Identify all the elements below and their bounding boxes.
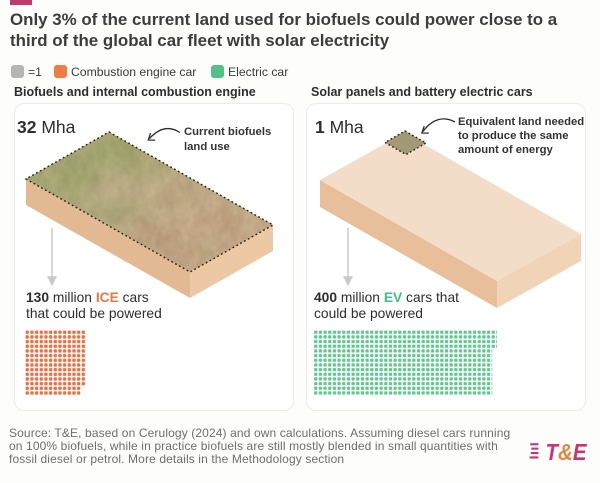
svg-text:T&E: T&E xyxy=(546,440,588,464)
